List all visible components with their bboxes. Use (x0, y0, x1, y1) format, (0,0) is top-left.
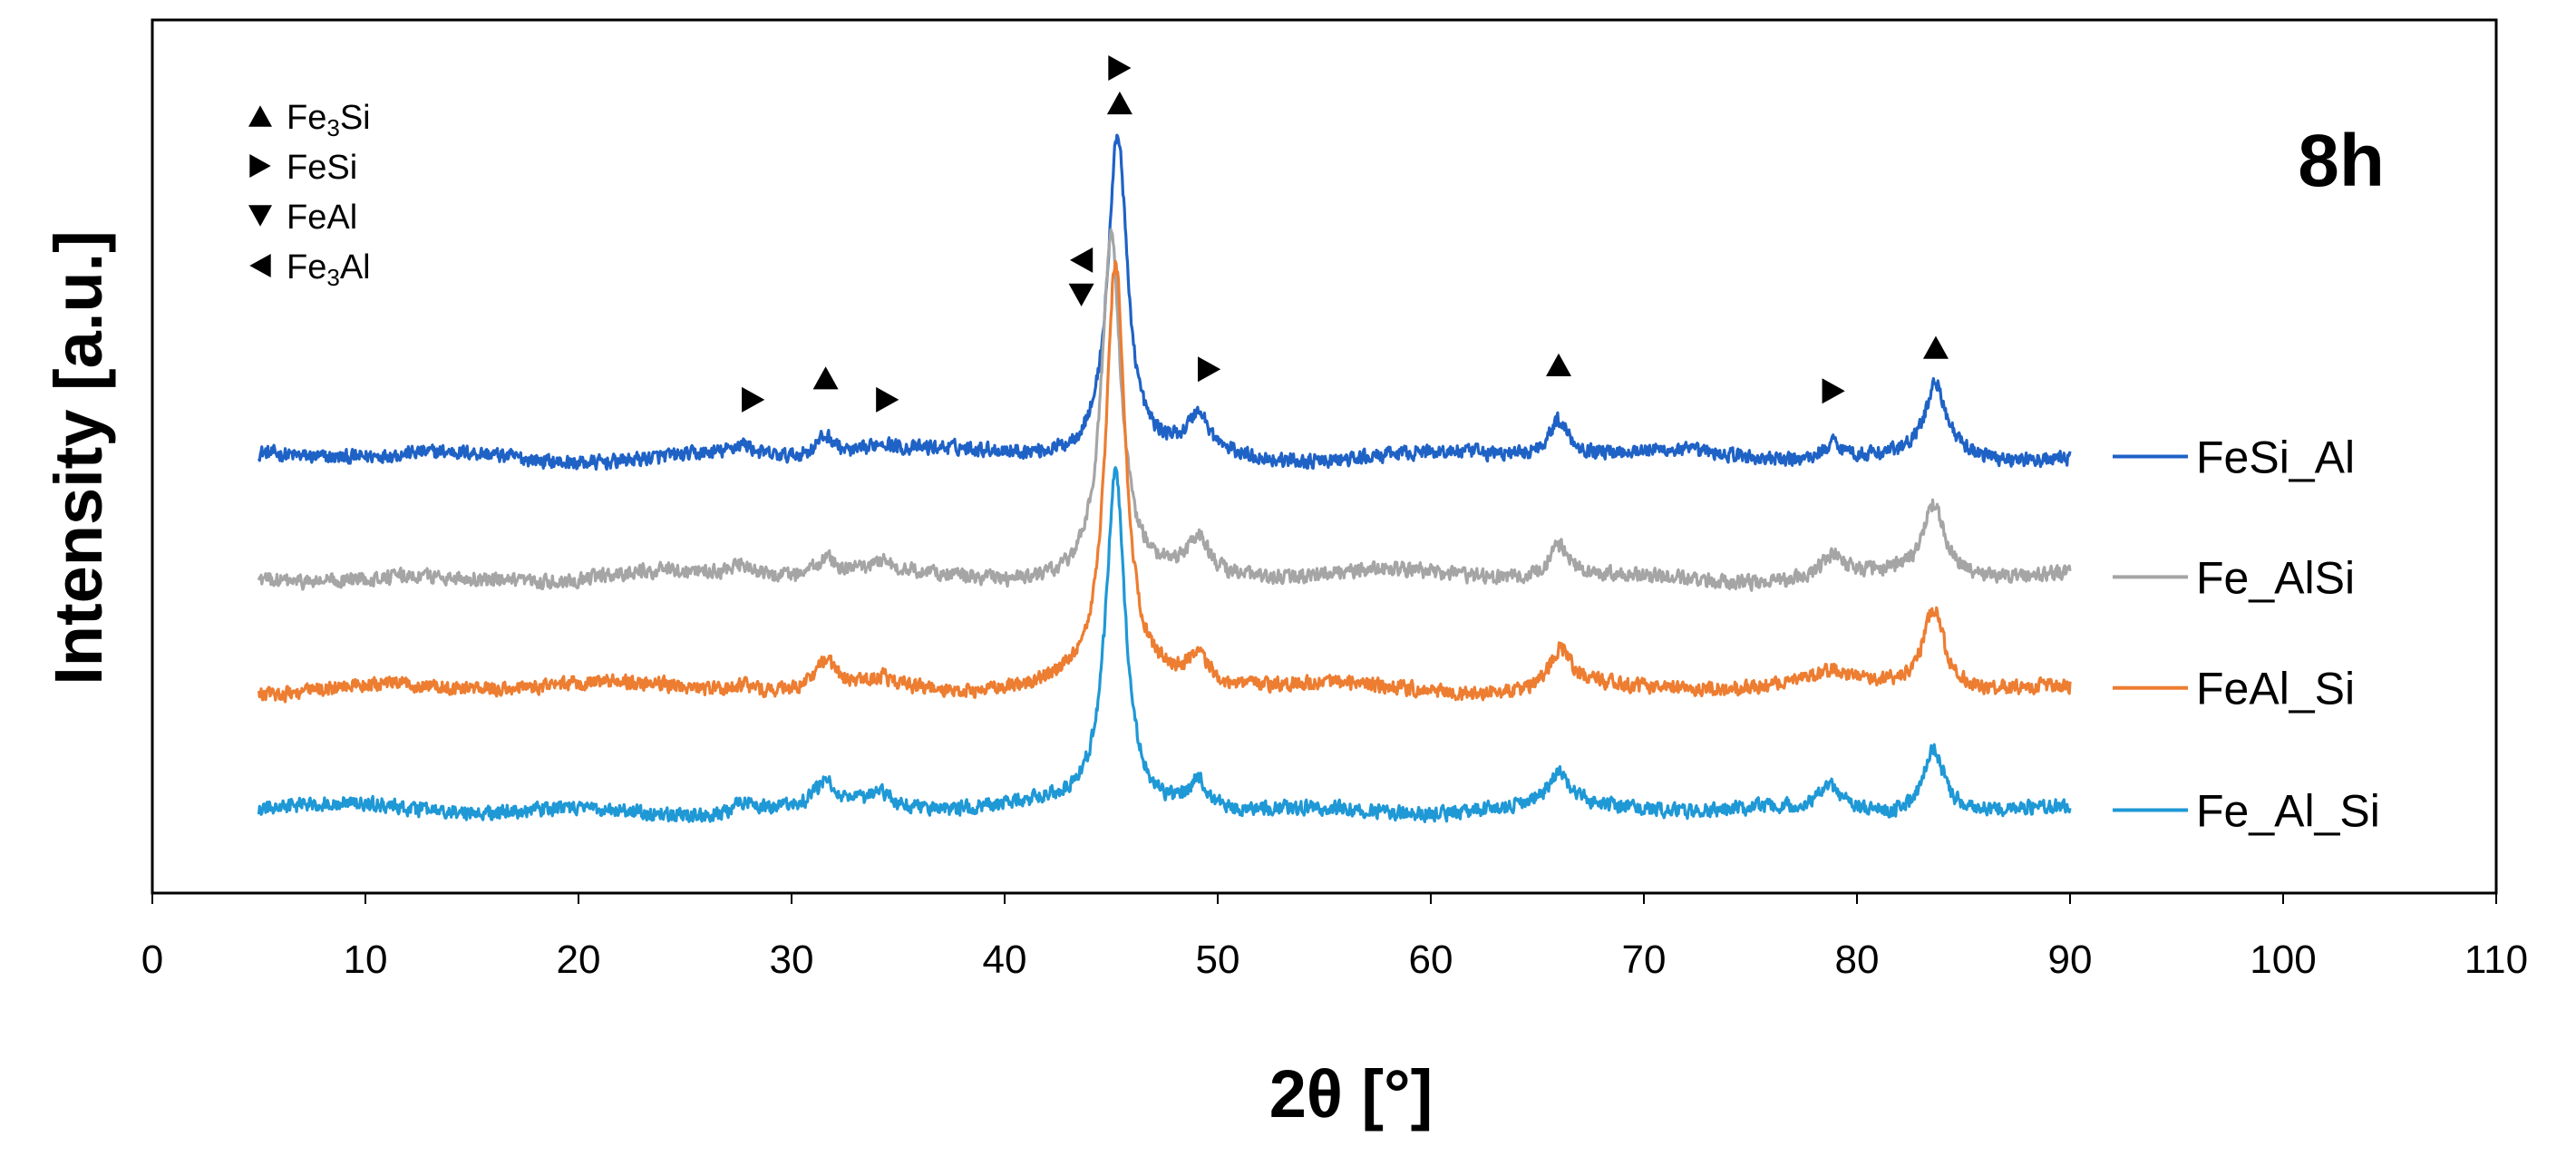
series-legend: FeSi_Al Fe_AlSi FeAl_Si Fe_Al_Si (2113, 432, 2380, 837)
phase-marker-fesi-right-triangle (1108, 54, 1132, 81)
phase-marker-fe3si-up-triangle (1106, 91, 1132, 115)
legend-label: Fe_Al_Si (2196, 786, 2380, 837)
x-tick-label: 70 (1622, 937, 1667, 982)
phase-key-label: Fe3Si (287, 99, 371, 141)
phase-marker-fe3si-up-triangle (1922, 335, 1949, 359)
phase-key-up-triangle-icon (248, 105, 272, 127)
y-axis-title: Intensity [a.u.] (41, 230, 116, 685)
x-tick-label: 110 (2464, 937, 2528, 982)
phase-marker-fesi-right-triangle (876, 386, 899, 413)
x-tick-label: 60 (1409, 937, 1453, 982)
phase-marker-feal-down-triangle (1068, 283, 1094, 306)
phase-key-label: Fe3Al (287, 248, 371, 291)
series-line-fe-alsi (257, 228, 2072, 592)
phase-key-label: FeAl (287, 199, 357, 237)
series-line-fesi-al (257, 133, 2072, 471)
x-tick-label: 10 (344, 937, 388, 982)
phase-key-left-triangle-icon (249, 254, 271, 277)
x-tick-label: 20 (557, 937, 601, 982)
phase-annotation-layer (742, 54, 1949, 413)
legend-label: Fe_AlSi (2196, 552, 2355, 603)
series-layer (257, 133, 2072, 823)
x-tick-label: 50 (1196, 937, 1240, 982)
phase-key-right-triangle-icon (249, 154, 271, 178)
phase-marker-fe3al-left-triangle (1070, 247, 1094, 273)
x-tick-label: 40 (983, 937, 1027, 982)
x-tick-label: 0 (141, 937, 163, 982)
legend-label: FeSi_Al (2196, 432, 2355, 483)
legend-label: FeAl_Si (2196, 664, 2355, 714)
phase-legend: Fe3Si FeSi FeAl Fe3Al (248, 99, 371, 291)
phase-marker-fe3si-up-triangle (1546, 353, 1571, 376)
x-axis: 0 10 20 30 40 50 60 70 80 90 100 110 (141, 893, 2528, 982)
phase-key-down-triangle-icon (248, 205, 272, 227)
x-tick-label: 30 (770, 937, 814, 982)
x-tick-label: 80 (1835, 937, 1880, 982)
phase-marker-fesi-right-triangle (1822, 378, 1845, 404)
x-tick-label: 100 (2250, 937, 2316, 982)
phase-marker-fe3si-up-triangle (812, 366, 839, 390)
phase-marker-fesi-right-triangle (1198, 356, 1221, 383)
panel-label: 8h (2298, 120, 2385, 202)
series-line-fe-al-si (257, 466, 2072, 823)
x-tick-label: 90 (2048, 937, 2093, 982)
phase-key-label: FeSi (287, 149, 357, 187)
phase-marker-fesi-right-triangle (742, 386, 765, 413)
series-line-feal-si (257, 259, 2072, 704)
x-axis-title: 2θ [°] (1269, 1056, 1434, 1132)
